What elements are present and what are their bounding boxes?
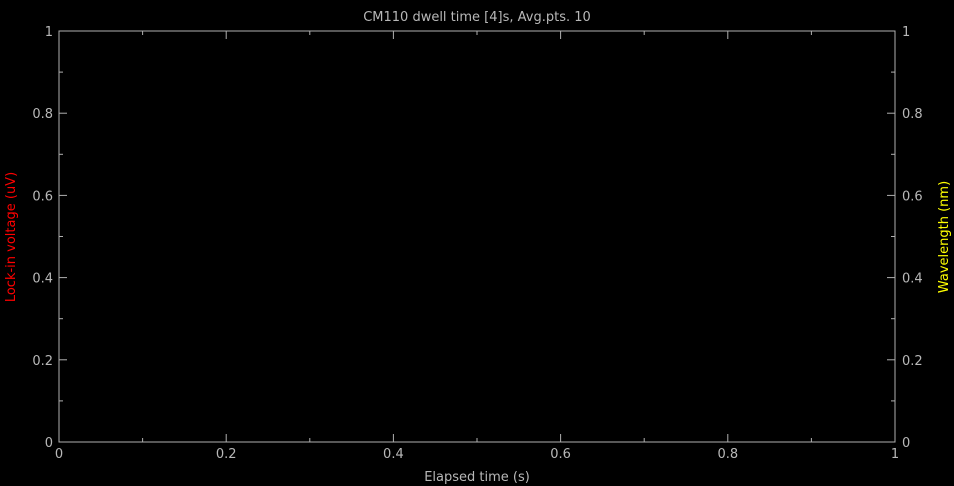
x-axis: 0 0.2 0.4 0.6 0.8 1 <box>55 31 899 462</box>
x-tick-label: 0.2 <box>216 447 237 462</box>
x-tick-label: 0 <box>55 447 63 462</box>
y2-tick-label: 0 <box>902 436 910 451</box>
y2-tick-label: 0.8 <box>902 107 923 122</box>
y-tick-label: 0.2 <box>32 354 53 369</box>
y-tick-label: 0.8 <box>32 107 53 122</box>
x-tick-label: 1 <box>891 447 899 462</box>
y2-tick-label: 0.6 <box>902 189 923 204</box>
y-axis-right: 0 0.2 0.4 0.6 0.8 1 <box>887 25 923 451</box>
y2-tick-label: 0.2 <box>902 354 923 369</box>
x-tick-label: 0.6 <box>550 447 571 462</box>
x-axis-label: Elapsed time (s) <box>424 470 530 485</box>
y-tick-label: 0.6 <box>32 189 53 204</box>
y-axis-label: Lock-in voltage (uV) <box>4 172 19 302</box>
x-tick-label: 0.8 <box>717 447 738 462</box>
y-tick-label: 0.4 <box>32 272 53 287</box>
x-tick-label: 0.4 <box>383 447 404 462</box>
y-axis-left: 0 0.2 0.4 0.6 0.8 1 <box>32 25 67 451</box>
y2-axis-label: Wavelength (nm) <box>937 181 952 293</box>
y2-tick-label: 1 <box>902 25 910 40</box>
y2-tick-label: 0.4 <box>902 272 923 287</box>
y-tick-label: 1 <box>45 25 53 40</box>
chart-title: CM110 dwell time [4]s, Avg.pts. 10 <box>363 10 591 25</box>
y-tick-label: 0 <box>45 436 53 451</box>
